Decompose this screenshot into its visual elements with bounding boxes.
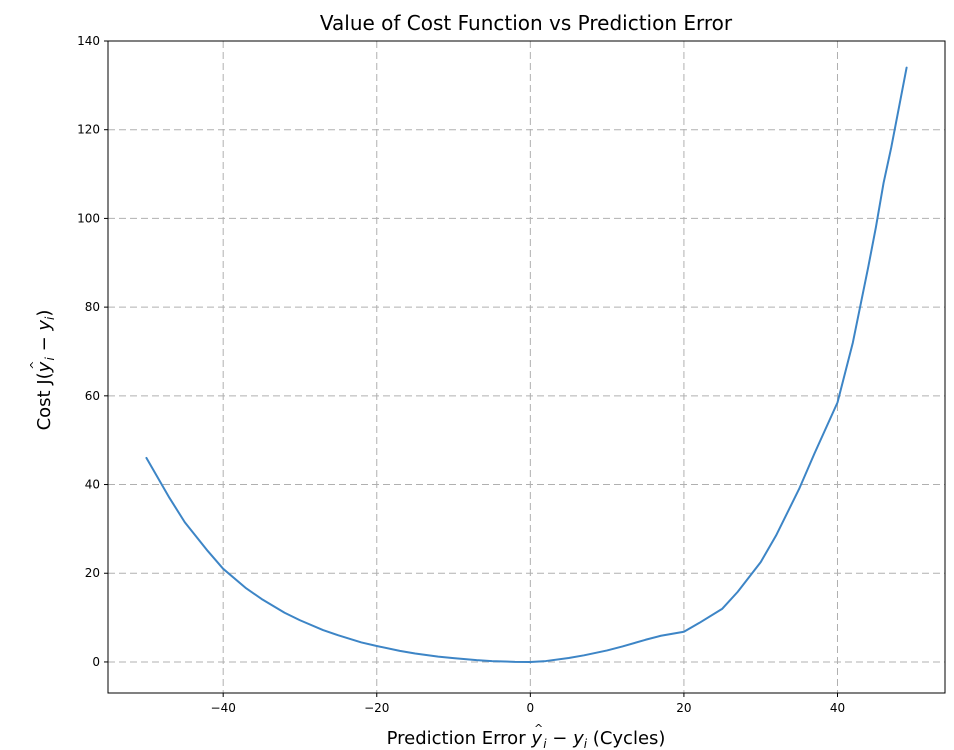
- y-axis-label-sub-b: i: [43, 316, 57, 320]
- x-tick-label: −40: [211, 701, 236, 715]
- series-layer: [145, 66, 908, 663]
- x-axis-label-sub-a: i: [543, 737, 547, 750]
- y-tick-label: 60: [85, 389, 100, 403]
- y-tick-label: 20: [85, 566, 100, 580]
- x-tick-label: 0: [527, 701, 535, 715]
- y-tick-label: 80: [85, 300, 100, 314]
- y-axis-label-suffix: ): [34, 310, 55, 317]
- plot-frame: [107, 40, 946, 694]
- y-axis-label-minus: −: [34, 331, 55, 358]
- y-axis-label-sub-a: i: [43, 356, 57, 360]
- x-tick-label: 20: [676, 701, 691, 715]
- grid-lines: [108, 40, 945, 693]
- x-tick-label: 40: [830, 701, 845, 715]
- x-axis-label-hat: ^: [534, 722, 543, 735]
- y-tick-label: 0: [92, 655, 100, 669]
- y-axis-label-prefix: Cost J(: [34, 372, 55, 430]
- series-line: [145, 66, 908, 663]
- x-axis-label-minus: −: [547, 728, 574, 749]
- y-axis-label-hat: ^: [28, 360, 41, 369]
- ticks-layer: −40 −20 0 20 40 0 20 40 60 80 100 120 140: [77, 34, 845, 715]
- y-tick-label: 120: [77, 123, 100, 137]
- y-tick-label: 100: [77, 211, 100, 225]
- y-tick-label: 40: [85, 478, 100, 492]
- x-axis-label-suffix: (Cycles): [587, 728, 665, 749]
- y-axis-label-var-b: y: [34, 320, 55, 332]
- chart-title: Value of Cost Function vs Prediction Err…: [320, 11, 733, 35]
- y-axis-label-var-a: y: [34, 361, 55, 373]
- x-tick-label: −20: [364, 701, 389, 715]
- x-axis-label: Prediction Error y^i − yi (Cycles): [387, 722, 666, 750]
- x-axis-label-sub-b: i: [584, 737, 588, 750]
- x-axis-label-var-a: y: [530, 728, 542, 749]
- y-axis-label: Cost J(y^i − yi): [28, 310, 57, 431]
- y-tick-label: 140: [77, 34, 100, 48]
- x-axis-label-var-b: y: [572, 728, 584, 749]
- x-axis-label-prefix: Prediction Error: [387, 728, 532, 749]
